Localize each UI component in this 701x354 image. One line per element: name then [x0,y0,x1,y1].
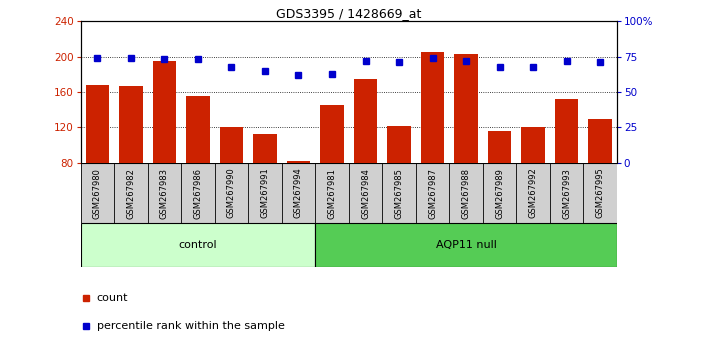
Bar [555,99,578,163]
Text: GSM267995: GSM267995 [596,168,605,218]
Bar [387,126,411,163]
Text: GSM267980: GSM267980 [93,168,102,218]
Text: percentile rank within the sample: percentile rank within the sample [97,320,285,331]
Text: GSM267990: GSM267990 [227,168,236,218]
Bar [588,119,612,163]
Bar [86,85,109,163]
Bar [253,133,277,163]
Bar [488,131,511,163]
Text: GSM267994: GSM267994 [294,168,303,218]
Text: GSM267989: GSM267989 [495,168,504,218]
Text: GSM267981: GSM267981 [327,168,336,218]
Text: count: count [97,292,128,303]
Text: GSM267986: GSM267986 [193,168,203,219]
Text: GSM267985: GSM267985 [395,168,404,218]
Bar [320,105,343,163]
Bar [315,223,617,267]
Bar [119,86,142,163]
Text: GSM267983: GSM267983 [160,168,169,219]
Bar [522,127,545,163]
Text: GSM267987: GSM267987 [428,168,437,219]
Text: GSM267982: GSM267982 [126,168,135,218]
Bar [421,52,444,163]
Bar [186,96,210,163]
Text: control: control [179,240,217,250]
Text: GSM267984: GSM267984 [361,168,370,218]
Text: AQP11 null: AQP11 null [435,240,496,250]
Bar [81,223,315,267]
Bar [287,161,311,163]
Title: GDS3395 / 1428669_at: GDS3395 / 1428669_at [276,7,421,20]
Text: GSM267988: GSM267988 [461,168,470,219]
Bar [153,61,176,163]
Text: GSM267993: GSM267993 [562,168,571,218]
Text: GSM267991: GSM267991 [261,168,269,218]
Bar [454,54,478,163]
Bar [219,127,243,163]
Bar [354,79,377,163]
Text: GSM267992: GSM267992 [529,168,538,218]
